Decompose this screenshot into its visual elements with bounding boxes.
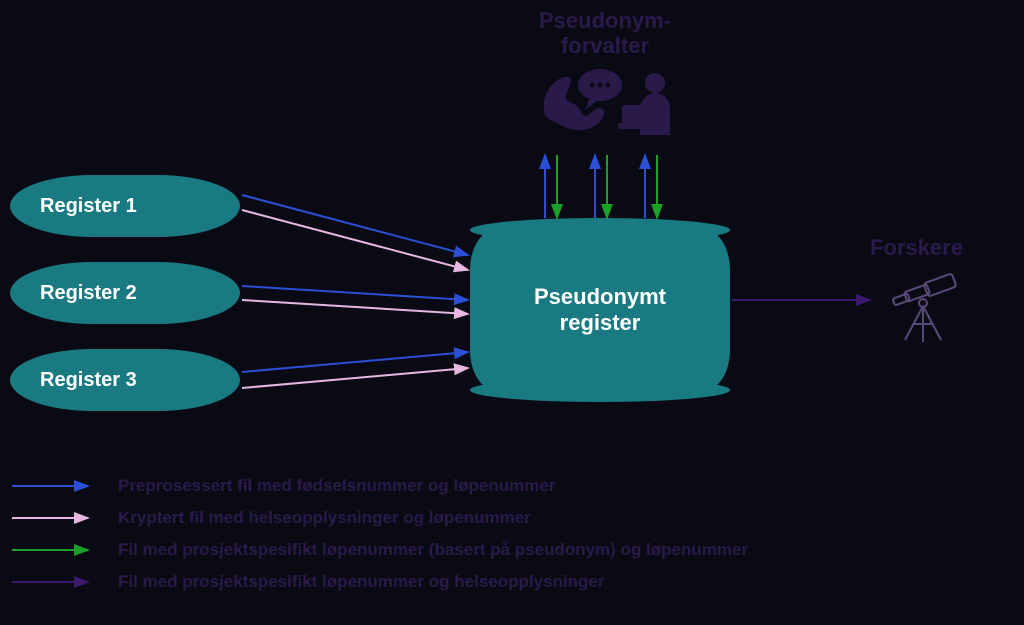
legend-text-3: Fil med prosjektspesifikt løpenummer (ba… <box>118 540 748 560</box>
legend: Preprosessert fil med fødselsnummer og l… <box>10 470 990 598</box>
top-heading-line1: Pseudonym- <box>505 8 705 33</box>
top-heading: Pseudonym- forvalter <box>505 8 705 59</box>
legend-text-1: Preprosessert fil med fødselsnummer og l… <box>118 476 555 496</box>
legend-row-1: Preprosessert fil med fødselsnummer og l… <box>10 470 990 502</box>
register-2-node: Register 2 <box>10 262 240 324</box>
legend-row-3: Fil med prosjektspesifikt løpenummer (ba… <box>10 534 990 566</box>
pseudonymt-register-node: Pseudonymt register <box>470 230 730 390</box>
register-3-label: Register 3 <box>40 369 137 392</box>
legend-text-4: Fil med prosjektspesifikt løpenummer og … <box>118 572 605 592</box>
telescope-icon <box>885 268 965 353</box>
legend-row-4: Fil med prosjektspesifikt løpenummer og … <box>10 566 990 598</box>
right-heading: Forskere <box>870 235 963 261</box>
register-1-label: Register 1 <box>40 195 137 218</box>
forvalter-icon <box>530 65 680 150</box>
register-2-label: Register 2 <box>40 282 137 305</box>
legend-text-2: Kryptert fil med helseopplysninger og lø… <box>118 508 531 528</box>
central-line2: register <box>560 310 641 336</box>
register-3-node: Register 3 <box>10 349 240 411</box>
top-heading-line2: forvalter <box>505 33 705 58</box>
legend-row-2: Kryptert fil med helseopplysninger og lø… <box>10 502 990 534</box>
central-line1: Pseudonymt <box>534 284 666 310</box>
register-1-node: Register 1 <box>10 175 240 237</box>
